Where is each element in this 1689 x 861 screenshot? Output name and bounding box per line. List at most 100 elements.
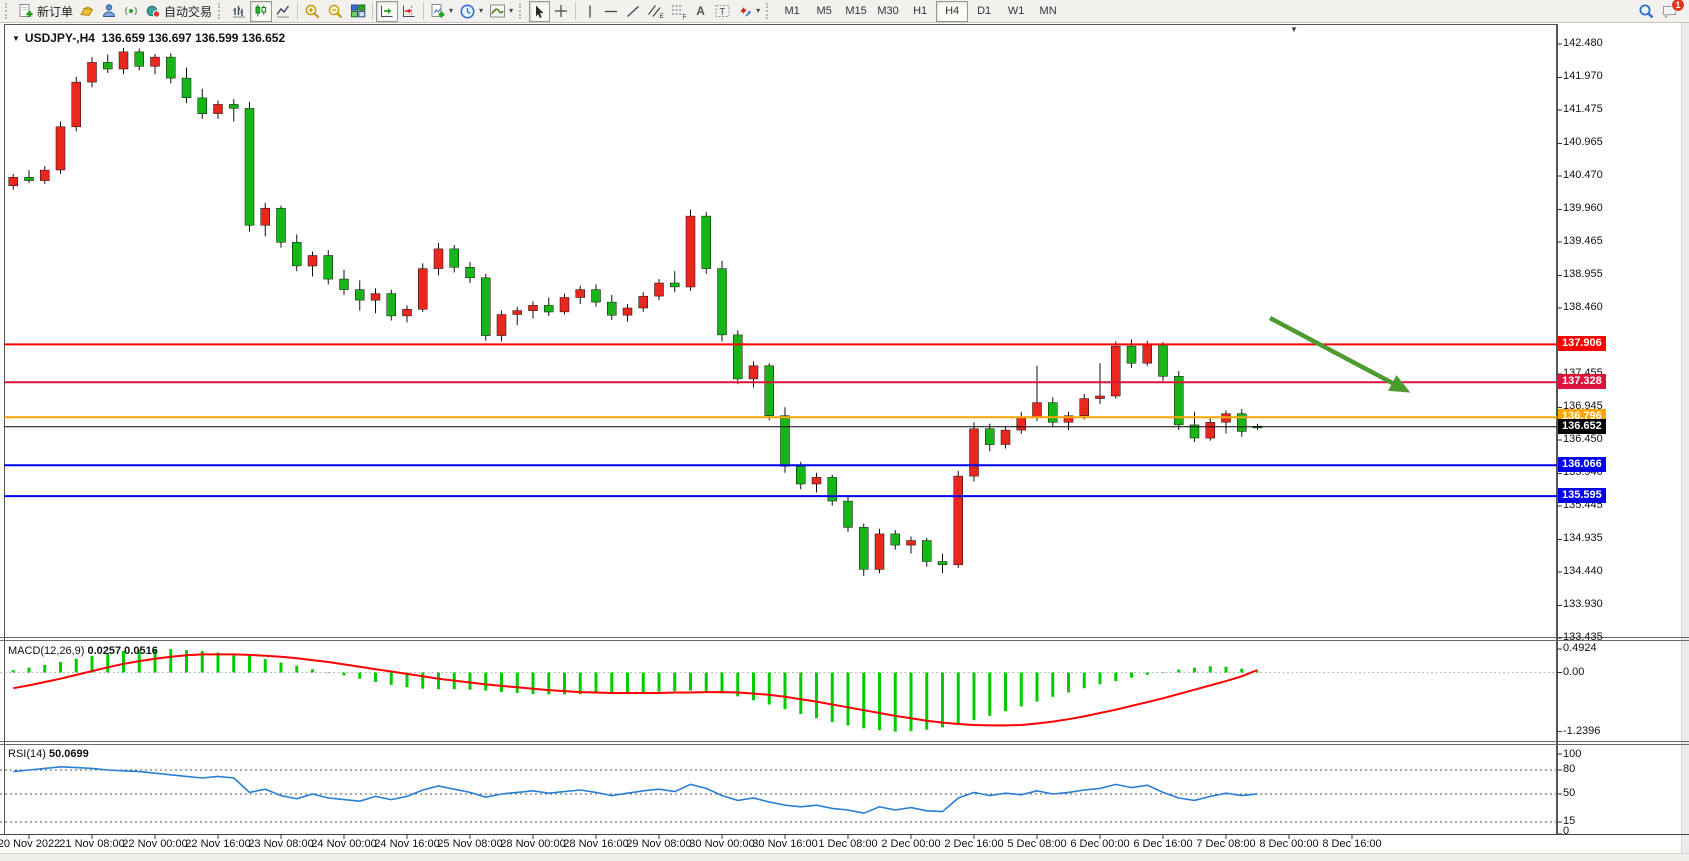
profile-button[interactable] <box>98 1 120 22</box>
panel-separators[interactable] <box>0 637 1689 745</box>
macd-tick-label: 0.4924 <box>1563 642 1597 654</box>
price-tick-label: 138.460 <box>1563 301 1603 313</box>
fibonacci-button[interactable]: F <box>667 1 690 22</box>
line-chart-button[interactable] <box>272 1 294 22</box>
signal-button[interactable] <box>120 1 142 22</box>
vertical-line-icon <box>583 4 597 19</box>
price-tick-label: 139.960 <box>1563 202 1603 214</box>
price-tick-label: 133.435 <box>1563 631 1603 643</box>
tab-timeframe-m5[interactable]: M5 <box>816 5 832 17</box>
text-button[interactable]: A <box>690 1 711 22</box>
fibonacci-icon: F <box>670 3 687 19</box>
arrows-button[interactable]: ▾ <box>734 1 763 22</box>
tab-timeframe-m30[interactable]: M30 <box>877 5 899 17</box>
crosshair-button[interactable] <box>550 1 572 22</box>
equidistant-channel-button[interactable]: E <box>644 1 667 22</box>
search-button[interactable] <box>1635 1 1658 22</box>
search-icon <box>1638 3 1655 20</box>
zoom-in-button[interactable] <box>301 1 324 22</box>
trendline-icon <box>625 4 641 19</box>
price-tick-label: 134.440 <box>1563 565 1603 577</box>
zoom-out-button[interactable] <box>324 1 347 22</box>
candlestick-chart-button[interactable] <box>250 0 273 22</box>
toolbar-grip[interactable] <box>5 3 12 19</box>
symbol-period-label: USDJPY-,H4 <box>24 31 95 45</box>
toolbar-grip[interactable] <box>218 3 225 19</box>
chart-shift-marker[interactable]: ▼ <box>1290 25 1298 34</box>
time-axis-label: 30 Nov 00:00 <box>689 838 755 850</box>
tab-timeframe-w1[interactable]: W1 <box>1007 5 1025 17</box>
horizontal-line-icon <box>603 4 619 19</box>
notification-badge: 1 <box>1671 0 1685 12</box>
cursor-button[interactable] <box>529 0 551 22</box>
chart-shift-icon <box>401 3 417 19</box>
rsi-tick-label: 100 <box>1563 748 1582 760</box>
tile-windows-icon <box>350 3 366 19</box>
trendline-button[interactable] <box>622 1 644 22</box>
price-tick-label: 141.970 <box>1563 70 1603 82</box>
svg-text:E: E <box>660 13 665 19</box>
tab-timeframe-h4[interactable]: H4 <box>936 0 969 22</box>
new-order-button[interactable]: 新订单 <box>15 1 76 22</box>
line-chart-icon <box>275 3 291 19</box>
price-line-badge: 135.595 <box>1558 488 1606 503</box>
price-tick-label: 139.465 <box>1563 235 1603 247</box>
toolbar-grip[interactable] <box>766 3 773 19</box>
time-axis-label: 1 Dec 08:00 <box>818 838 878 850</box>
price-tick-label: 133.930 <box>1563 598 1603 610</box>
arrows-icon <box>737 3 753 19</box>
notifications-button[interactable]: 1 <box>1658 0 1685 22</box>
auto-trading-button[interactable]: 自动交易 <box>142 1 215 22</box>
time-axis-label: 8 Dec 00:00 <box>1259 838 1319 850</box>
tab-timeframe-d1[interactable]: D1 <box>977 5 992 17</box>
tab-timeframe-m1[interactable]: M1 <box>784 5 800 17</box>
profile-icon <box>101 3 117 19</box>
vertical-line-button[interactable] <box>579 1 600 22</box>
time-axis-label: 24 Nov 00:00 <box>311 838 377 850</box>
tile-windows-button[interactable] <box>347 1 369 22</box>
gold-ingot-button[interactable] <box>76 1 98 22</box>
rsi-label: RSI(14) 50.0699 <box>8 748 89 760</box>
tab-timeframe-h1[interactable]: H1 <box>913 5 928 17</box>
period-clock-button[interactable]: ▾ <box>456 1 486 22</box>
time-axis-label: 7 Dec 08:00 <box>1196 838 1256 850</box>
trend-arrow-annotation[interactable] <box>1268 316 1411 393</box>
auto-trading-icon <box>145 3 161 19</box>
time-axis-label: 22 Nov 16:00 <box>185 838 251 850</box>
time-axis-label: 20 Nov 2022 <box>0 838 61 850</box>
new-chart-icon <box>430 3 446 19</box>
time-axis-label: 23 Nov 08:00 <box>248 838 314 850</box>
new-chart-button[interactable]: ▾ <box>427 1 456 22</box>
price-line-badge: 137.328 <box>1558 374 1606 389</box>
macd-indicator <box>0 648 1562 733</box>
chevron-down-icon: ▾ <box>449 6 454 15</box>
collapse-triangle-icon[interactable]: ▼ <box>12 34 20 43</box>
signal-icon <box>123 3 139 19</box>
toolbar-grip[interactable] <box>519 3 526 19</box>
tab-timeframe-m15[interactable]: M15 <box>845 5 867 17</box>
auto-scroll-button[interactable] <box>376 0 399 22</box>
toolbar: 新订单 自动交易 <box>0 0 1689 23</box>
price-line-badge: 136.066 <box>1558 457 1606 472</box>
price-axis-ticks <box>1557 43 1562 639</box>
indicators-icon <box>489 3 506 20</box>
cursor-icon <box>532 4 547 19</box>
time-axis-label: 24 Nov 16:00 <box>374 838 440 850</box>
chevron-down-icon: ▾ <box>756 6 761 15</box>
chevron-down-icon: ▾ <box>509 6 514 15</box>
price-line-badge: 136.652 <box>1558 419 1606 434</box>
svg-text:F: F <box>683 14 687 20</box>
chart-shift-button[interactable] <box>398 1 420 22</box>
time-axis-label: 6 Dec 16:00 <box>1133 838 1193 850</box>
time-axis-label: 8 Dec 16:00 <box>1322 838 1382 850</box>
horizontal-line-button[interactable] <box>600 1 622 22</box>
bar-chart-button[interactable] <box>228 1 250 22</box>
text-label-button[interactable]: T <box>711 1 734 22</box>
svg-text:T: T <box>720 7 726 17</box>
time-axis-label: 30 Nov 16:00 <box>752 838 818 850</box>
indicators-button[interactable]: ▾ <box>486 1 516 22</box>
tab-timeframe-mn[interactable]: MN <box>1039 5 1057 17</box>
new-order-icon <box>18 3 34 19</box>
